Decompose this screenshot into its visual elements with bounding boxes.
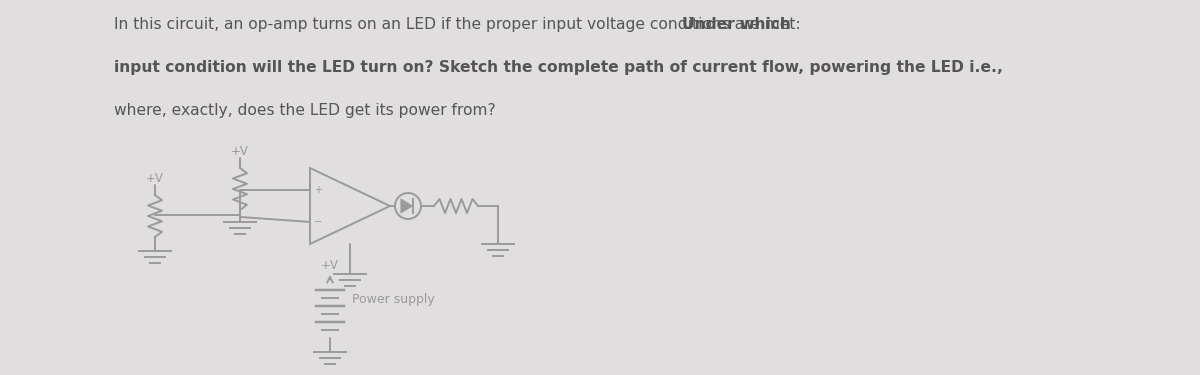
Text: In this circuit, an op-amp turns on an LED if the proper input voltage condition: In this circuit, an op-amp turns on an L… bbox=[114, 17, 805, 32]
Text: −: − bbox=[314, 217, 322, 227]
Text: +V: +V bbox=[146, 172, 164, 185]
Text: +: + bbox=[314, 185, 322, 195]
Text: +V: +V bbox=[232, 145, 248, 158]
Text: Power supply: Power supply bbox=[352, 294, 434, 306]
Text: input condition will the LED turn on? Sketch the complete path of current flow, : input condition will the LED turn on? Sk… bbox=[114, 60, 1003, 75]
Polygon shape bbox=[401, 199, 413, 213]
Text: where, exactly, does the LED get its power from?: where, exactly, does the LED get its pow… bbox=[114, 103, 496, 118]
Text: +V: +V bbox=[322, 259, 338, 272]
Text: Under which: Under which bbox=[682, 17, 791, 32]
